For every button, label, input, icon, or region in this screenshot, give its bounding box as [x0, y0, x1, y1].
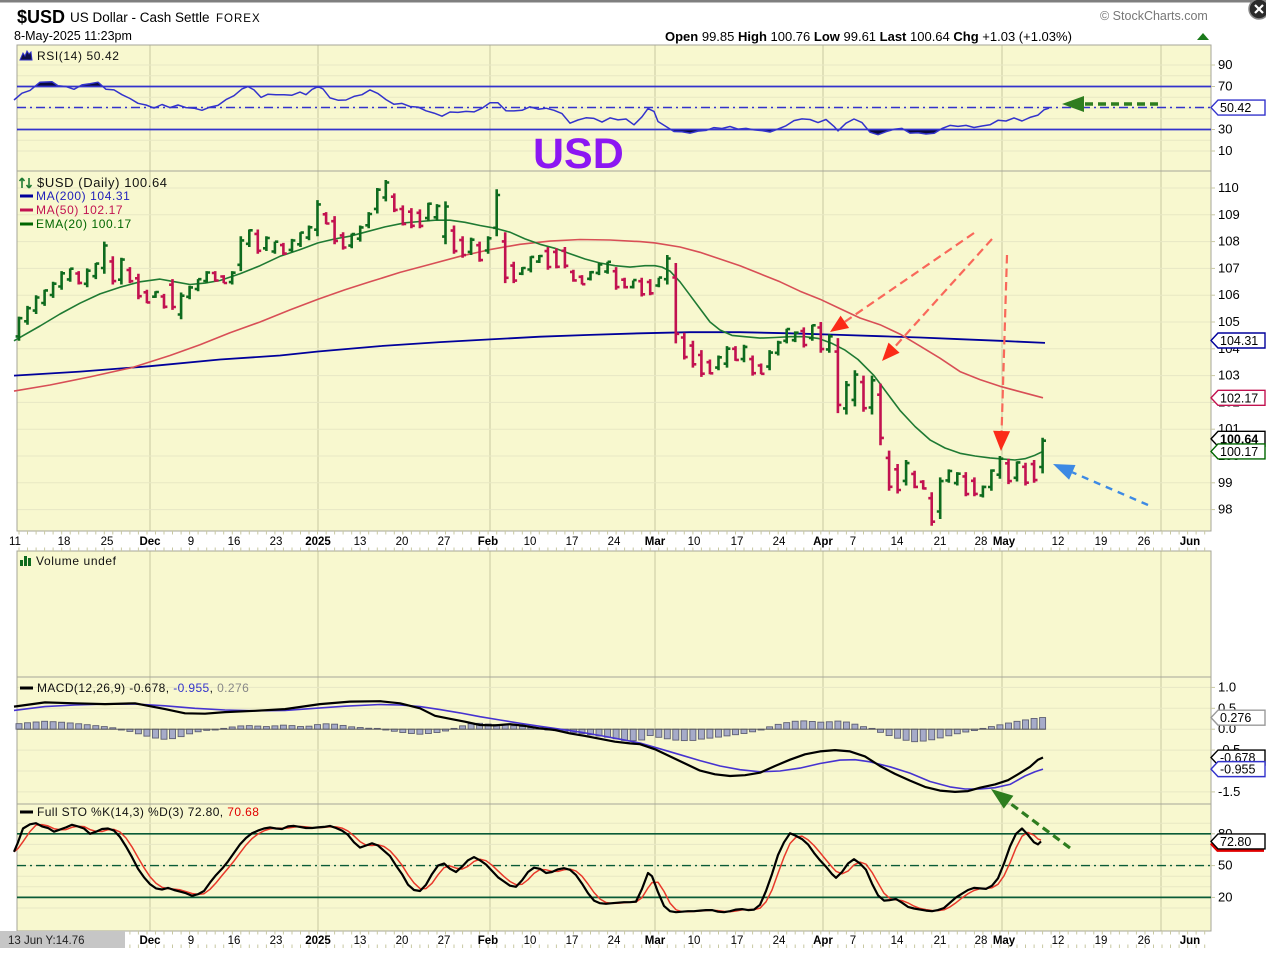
svg-text:13 Jun Y:14.76: 13 Jun Y:14.76: [8, 935, 85, 947]
svg-text:28: 28: [975, 935, 988, 947]
svg-text:2025: 2025: [305, 536, 331, 548]
svg-text:100.17: 100.17: [1220, 445, 1258, 459]
svg-text:Mar: Mar: [645, 935, 666, 947]
svg-text:11: 11: [9, 536, 21, 548]
svg-text:14: 14: [891, 935, 904, 947]
svg-text:9: 9: [188, 536, 194, 548]
svg-text:19: 19: [1095, 536, 1108, 548]
svg-text:102.17: 102.17: [1220, 391, 1258, 405]
svg-text:27: 27: [438, 536, 451, 548]
svg-text:1.0: 1.0: [1218, 679, 1236, 694]
svg-text:Feb: Feb: [478, 935, 498, 947]
svg-text:$USD (Daily) 100.64: $USD (Daily) 100.64: [37, 175, 168, 190]
svg-text:10: 10: [1218, 143, 1232, 158]
svg-text:Volume undef: Volume undef: [36, 554, 117, 568]
svg-text:28: 28: [975, 536, 988, 548]
svg-text:-0.955: -0.955: [1220, 763, 1255, 777]
svg-text:70: 70: [1218, 79, 1232, 94]
svg-text:30: 30: [1218, 122, 1232, 137]
svg-text:21: 21: [934, 536, 947, 548]
svg-text:23: 23: [270, 536, 283, 548]
svg-text:26: 26: [1138, 536, 1151, 548]
svg-text:103: 103: [1218, 368, 1240, 383]
svg-text:106: 106: [1218, 287, 1240, 302]
svg-text:RSI(14) 50.42: RSI(14) 50.42: [37, 49, 120, 63]
svg-text:20: 20: [396, 536, 409, 548]
svg-text:17: 17: [731, 935, 744, 947]
svg-text:10: 10: [688, 935, 701, 947]
svg-text:26: 26: [1138, 935, 1151, 947]
svg-text:100.64: 100.64: [1220, 432, 1258, 446]
svg-text:23: 23: [270, 935, 283, 947]
svg-text:-1.5: -1.5: [1218, 784, 1240, 799]
svg-text:9: 9: [188, 935, 194, 947]
svg-text:Apr: Apr: [813, 935, 833, 947]
svg-text:Feb: Feb: [478, 536, 498, 548]
svg-text:17: 17: [566, 935, 579, 947]
svg-text:13: 13: [354, 536, 367, 548]
svg-text:16: 16: [228, 536, 241, 548]
svg-text:24: 24: [773, 935, 786, 947]
svg-text:107: 107: [1218, 260, 1240, 275]
svg-text:10: 10: [524, 536, 537, 548]
svg-text:$USD: $USD: [17, 7, 65, 27]
svg-text:EMA(20) 100.17: EMA(20) 100.17: [36, 217, 132, 231]
svg-text:7: 7: [850, 536, 856, 548]
svg-text:98: 98: [1218, 502, 1232, 517]
svg-text:Apr: Apr: [813, 536, 833, 548]
svg-text:20: 20: [1218, 889, 1232, 904]
svg-text:FOREX: FOREX: [216, 13, 261, 25]
svg-text:99: 99: [1218, 475, 1232, 490]
svg-text:50: 50: [1218, 858, 1232, 873]
svg-text:MA(200) 104.31: MA(200) 104.31: [36, 189, 130, 203]
svg-text:10: 10: [524, 935, 537, 947]
svg-text:Dec: Dec: [139, 935, 161, 947]
svg-text:104.31: 104.31: [1220, 334, 1258, 348]
svg-text:Full STO %K(14,3) %D(3) 72.80,: Full STO %K(14,3) %D(3) 72.80, 70.68: [37, 805, 259, 819]
svg-text:24: 24: [608, 536, 621, 548]
svg-text:8-May-2025 11:23pm: 8-May-2025 11:23pm: [14, 29, 132, 43]
svg-text:May: May: [993, 935, 1016, 947]
svg-text:72.80: 72.80: [1220, 835, 1251, 849]
svg-text:© StockCharts.com: © StockCharts.com: [1100, 9, 1208, 23]
svg-text:90: 90: [1218, 57, 1232, 72]
svg-text:110: 110: [1218, 180, 1239, 195]
svg-text:USD: USD: [533, 130, 624, 178]
svg-text:12: 12: [1052, 536, 1065, 548]
svg-text:Mar: Mar: [645, 536, 666, 548]
svg-text:18: 18: [58, 536, 71, 548]
svg-text:10: 10: [688, 536, 701, 548]
svg-text:13: 13: [354, 935, 367, 947]
svg-text:May: May: [993, 536, 1016, 548]
svg-text:0.276: 0.276: [1220, 711, 1251, 725]
svg-text:27: 27: [438, 935, 451, 947]
svg-text:US Dollar - Cash Settle: US Dollar - Cash Settle: [70, 10, 210, 25]
svg-text:Open 99.85 High 100.76 Low 99.: Open 99.85 High 100.76 Low 99.61 Last 10…: [665, 29, 1072, 44]
svg-text:Dec: Dec: [139, 536, 161, 548]
svg-text:2025: 2025: [305, 935, 331, 947]
svg-text:17: 17: [566, 536, 579, 548]
svg-text:19: 19: [1095, 935, 1108, 947]
svg-text:24: 24: [608, 935, 621, 947]
svg-text:12: 12: [1052, 935, 1065, 947]
svg-text:109: 109: [1218, 207, 1240, 222]
svg-text:14: 14: [891, 536, 904, 548]
svg-text:MA(50) 102.17: MA(50) 102.17: [36, 203, 123, 217]
svg-text:108: 108: [1218, 234, 1240, 249]
svg-text:Jun: Jun: [1180, 935, 1200, 947]
svg-text:25: 25: [101, 536, 114, 548]
svg-text:20: 20: [396, 935, 409, 947]
svg-text:Jun: Jun: [1180, 536, 1200, 548]
svg-text:17: 17: [731, 536, 744, 548]
svg-text:105: 105: [1218, 314, 1240, 329]
svg-text:MACD(12,26,9) -0.678, -0.955,: MACD(12,26,9) -0.678, -0.955, 0.276: [37, 681, 249, 695]
svg-text:16: 16: [228, 935, 241, 947]
svg-text:21: 21: [934, 935, 947, 947]
svg-text:50.42: 50.42: [1220, 101, 1251, 115]
svg-text:24: 24: [773, 536, 786, 548]
svg-text:7: 7: [850, 935, 856, 947]
